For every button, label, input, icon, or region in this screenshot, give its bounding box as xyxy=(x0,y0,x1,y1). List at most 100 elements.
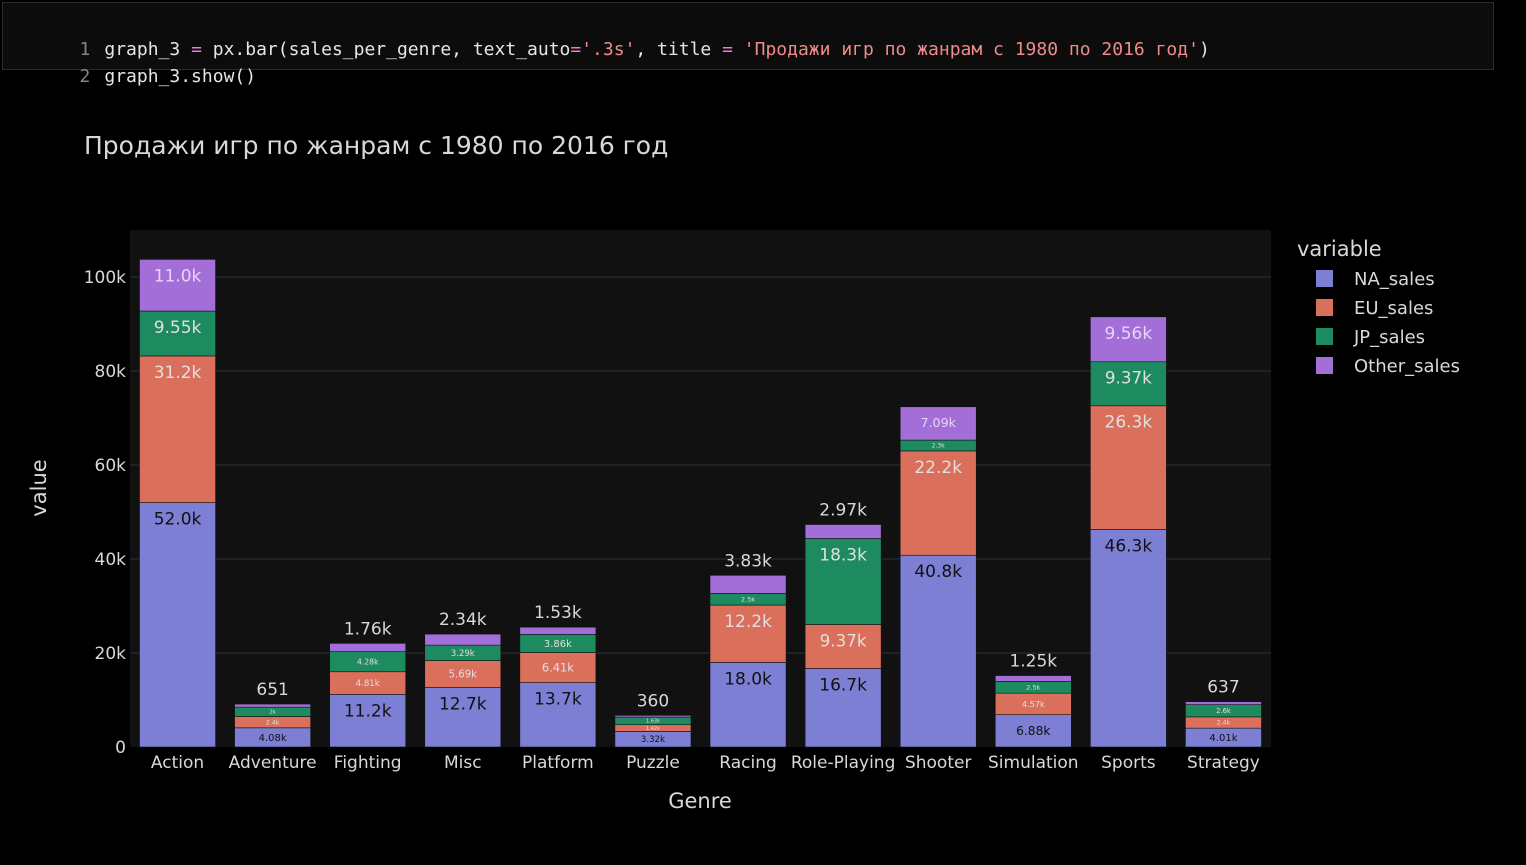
bar-stack[interactable]: 4.08k 2.4k 2k 651 xyxy=(234,680,311,748)
bar-value-label: 2.6k xyxy=(1216,707,1231,715)
bar-segment[interactable] xyxy=(139,502,216,748)
bar-segment[interactable] xyxy=(804,524,882,539)
bar-value-label: 1.63k xyxy=(646,719,660,725)
bar-stack[interactable]: 40.8k 22.2k 2.3k 7.09k xyxy=(899,406,977,748)
bar-value-label: 5.69k xyxy=(449,669,478,680)
bar-value-label: 6.41k xyxy=(542,661,574,675)
bar-value-label: 9.56k xyxy=(1105,324,1153,344)
bar-value-label: 1.25k xyxy=(1009,652,1057,672)
code-token: , title xyxy=(635,39,723,60)
legend-item[interactable]: EU_sales xyxy=(1316,298,1433,319)
bar-segment[interactable] xyxy=(519,652,597,683)
bar-value-label: 9.37k xyxy=(820,630,867,650)
bar-segment[interactable] xyxy=(614,715,692,718)
bar-stack[interactable]: 16.7k 9.37k 18.3k 2.97k xyxy=(804,501,882,748)
x-tick-label: Action xyxy=(151,753,204,773)
bar-value-label: 2k xyxy=(269,710,275,716)
bar-segment[interactable] xyxy=(994,714,1072,748)
code-token: = xyxy=(191,39,202,60)
bar-value-label: 2.3k xyxy=(932,443,945,450)
legend-item[interactable]: Other_sales xyxy=(1316,356,1460,377)
legend[interactable]: NA_sales EU_sales JP_sales Other_sales xyxy=(1316,269,1460,377)
bar-segment[interactable] xyxy=(519,626,597,635)
bar-segment[interactable] xyxy=(804,538,882,625)
bar-segment[interactable] xyxy=(899,450,977,556)
bar-value-label: 1.53k xyxy=(534,603,582,623)
legend-item[interactable]: NA_sales xyxy=(1316,269,1435,290)
bar-segment[interactable] xyxy=(329,694,407,748)
code-cell[interactable]: 1 graph_3 = px.bar(sales_per_genre, text_… xyxy=(2,2,1494,87)
bar-stack[interactable]: 46.3k 26.3k 9.37k 9.56k xyxy=(1090,316,1167,748)
bar-segment[interactable] xyxy=(1185,701,1262,705)
bar-segment[interactable] xyxy=(424,633,502,646)
bar-chart[interactable]: Продажи игр по жанрам с 1980 по 2016 год… xyxy=(0,80,1526,865)
bar-segment[interactable] xyxy=(139,310,216,357)
bar-stack[interactable]: 52.0k 31.2k 9.55k 11.0k xyxy=(139,259,216,748)
bar-segment[interactable] xyxy=(519,682,597,748)
bar-segment[interactable] xyxy=(899,406,977,441)
bar-value-label: 2.34k xyxy=(439,610,487,630)
gridlines xyxy=(130,276,1271,654)
bar-value-label: 46.3k xyxy=(1105,536,1153,556)
plot-area[interactable] xyxy=(130,230,1271,747)
bar-segment[interactable] xyxy=(709,575,787,594)
bar-value-label: 651 xyxy=(256,680,288,700)
x-tick-label: Fighting xyxy=(334,753,402,773)
bar-value-label: 4.57k xyxy=(1022,699,1045,709)
bar-segment[interactable] xyxy=(234,703,311,708)
bar-segment[interactable] xyxy=(139,355,216,503)
bar-stack[interactable]: 18.0k 12.2k 2.5k 3.83k xyxy=(709,551,787,748)
bar-segment[interactable] xyxy=(804,624,882,669)
bar-stack[interactable]: 4.01k 2.4k 2.6k 637 xyxy=(1185,678,1262,748)
bar-segment[interactable] xyxy=(1090,529,1167,748)
bar-value-label: 52.0k xyxy=(154,510,202,530)
bar-stack[interactable]: 13.7k 6.41k 3.86k 1.53k xyxy=(519,603,597,748)
bar-value-label: 1.42k xyxy=(646,726,660,732)
bar-value-label: 16.7k xyxy=(819,675,867,695)
code-line-2: 2 graph_3.show() xyxy=(3,38,257,87)
bar-value-label: 22.2k xyxy=(914,458,962,478)
x-tick-label: Shooter xyxy=(905,753,971,773)
code-token: 'Продажи игр по жанрам с 1980 по 2016 го… xyxy=(732,39,1199,60)
bar-segment[interactable] xyxy=(1090,405,1167,530)
bar-stack[interactable]: 6.88k 4.57k 2.5k 1.25k xyxy=(994,652,1072,748)
bar-segment[interactable] xyxy=(1090,361,1167,407)
code-token: = xyxy=(570,39,582,60)
bar-segment[interactable] xyxy=(899,554,977,748)
bar-segment[interactable] xyxy=(1090,316,1167,363)
legend-swatch xyxy=(1316,357,1333,374)
x-tick-label: Platform xyxy=(522,753,594,773)
bar-segment[interactable] xyxy=(994,675,1072,682)
bar-value-label: 4.08k xyxy=(259,733,287,744)
bar-value-label: 18.0k xyxy=(724,669,772,689)
x-axis-title: Genre xyxy=(668,789,732,813)
legend-swatch xyxy=(1316,299,1333,316)
bar-stack[interactable]: 12.7k 5.69k 3.29k 2.34k xyxy=(424,610,502,748)
bar-value-label: 4.01k xyxy=(1209,733,1237,744)
bar-segment[interactable] xyxy=(804,668,882,748)
bar-stack[interactable]: 11.2k 4.81k 4.28k 1.76k xyxy=(329,619,407,748)
bar-segment[interactable] xyxy=(424,687,502,748)
legend-label: Other_sales xyxy=(1354,356,1460,377)
code-token: graph_3.show() xyxy=(104,66,257,87)
bars: 52.0k 31.2k 9.55k 11.0k 4.08k 2.4k 2k 651 11.2k 4… xyxy=(139,259,1262,748)
bar-segment[interactable] xyxy=(424,660,502,688)
bar-segment[interactable] xyxy=(139,259,216,312)
y-axis-ticks: 0 20k 40k 60k 80k 100k xyxy=(84,268,126,758)
legend-swatch xyxy=(1316,328,1333,345)
bar-value-label: 9.55k xyxy=(154,318,202,338)
x-tick-label: Strategy xyxy=(1187,753,1260,773)
bar-segment[interactable] xyxy=(709,662,787,748)
bar-value-label: 637 xyxy=(1207,678,1239,698)
bar-value-label: 2.5k xyxy=(741,595,755,603)
bar-value-label: 18.3k xyxy=(819,545,867,565)
x-tick-label: Sports xyxy=(1101,753,1156,773)
bar-segment[interactable] xyxy=(329,643,407,652)
y-tick-label: 100k xyxy=(84,268,126,288)
line-number: 1 xyxy=(79,39,91,60)
legend-swatch xyxy=(1316,270,1333,287)
y-tick-label: 20k xyxy=(95,644,127,664)
legend-item[interactable]: JP_sales xyxy=(1316,327,1425,348)
y-axis-title: value xyxy=(27,459,51,516)
